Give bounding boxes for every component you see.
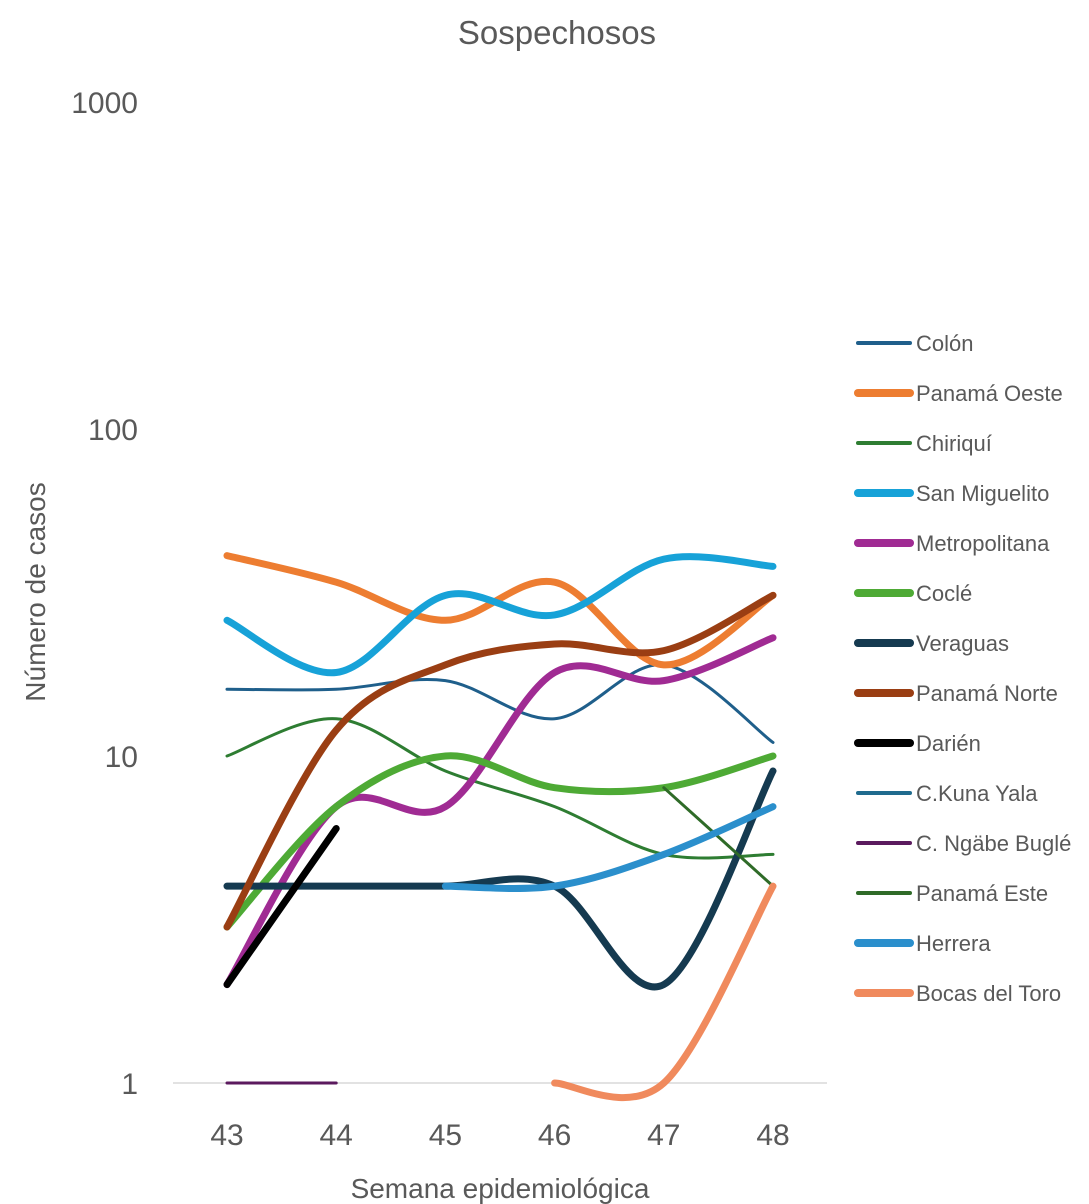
x-tick-label: 48 bbox=[756, 1119, 789, 1152]
x-axis-title: Semana epidemiológica bbox=[351, 1173, 650, 1204]
y-tick-label: 1 bbox=[121, 1068, 138, 1101]
legend-label: Panamá Norte bbox=[916, 681, 1058, 706]
legend-label: Panamá Oeste bbox=[916, 381, 1063, 406]
series-line-bocas-del-toro bbox=[551, 882, 777, 1102]
series-line-panama-norte bbox=[223, 591, 777, 931]
series-line-cocle bbox=[223, 752, 777, 931]
series-line-chiriqui bbox=[225, 717, 775, 860]
legend-label: Herrera bbox=[916, 931, 991, 956]
legend-label: Veraguas bbox=[916, 631, 1009, 656]
series-lines bbox=[223, 552, 777, 1102]
y-tick-label: 1000 bbox=[71, 87, 138, 120]
chart-title: Sospechosos bbox=[458, 14, 656, 51]
x-tick-label: 45 bbox=[429, 1119, 462, 1152]
legend-label: C.Kuna Yala bbox=[916, 781, 1038, 806]
legend-label: C. Ngäbe Buglé bbox=[916, 831, 1071, 856]
y-axis-title: Número de casos bbox=[20, 482, 51, 701]
legend-label: Colón bbox=[916, 331, 973, 356]
legend: Colón Panamá Oeste Chiriquí San Miguelito Me… bbox=[853, 331, 1071, 1006]
legend-label: Metropolitana bbox=[916, 531, 1050, 556]
series-line-panama-este bbox=[662, 786, 775, 888]
x-tick-label: 47 bbox=[647, 1119, 680, 1152]
x-axis-ticks: 43 44 45 46 47 48 bbox=[210, 1119, 789, 1152]
y-tick-label: 100 bbox=[88, 414, 138, 447]
legend-label: Chiriquí bbox=[916, 431, 992, 456]
x-tick-label: 43 bbox=[210, 1119, 243, 1152]
x-tick-label: 44 bbox=[320, 1119, 353, 1152]
series-line-san-miguelito bbox=[223, 553, 777, 677]
x-tick-label: 46 bbox=[538, 1119, 571, 1152]
series-line-herrera bbox=[441, 803, 777, 892]
series-line-veraguas bbox=[223, 767, 777, 991]
legend-label: San Miguelito bbox=[916, 481, 1049, 506]
y-tick-label: 10 bbox=[105, 741, 138, 774]
series-line-darien bbox=[223, 825, 340, 989]
series-line-colon bbox=[225, 663, 775, 744]
series-line-panama-oeste bbox=[223, 552, 777, 669]
legend-label: Darién bbox=[916, 731, 981, 756]
legend-label: Bocas del Toro bbox=[916, 981, 1061, 1006]
series-line-metropolitana bbox=[223, 634, 777, 989]
legend-label: Coclé bbox=[916, 581, 972, 606]
y-axis-ticks: 1 10 100 1000 bbox=[71, 87, 138, 1101]
legend-label: Panamá Este bbox=[916, 881, 1048, 906]
